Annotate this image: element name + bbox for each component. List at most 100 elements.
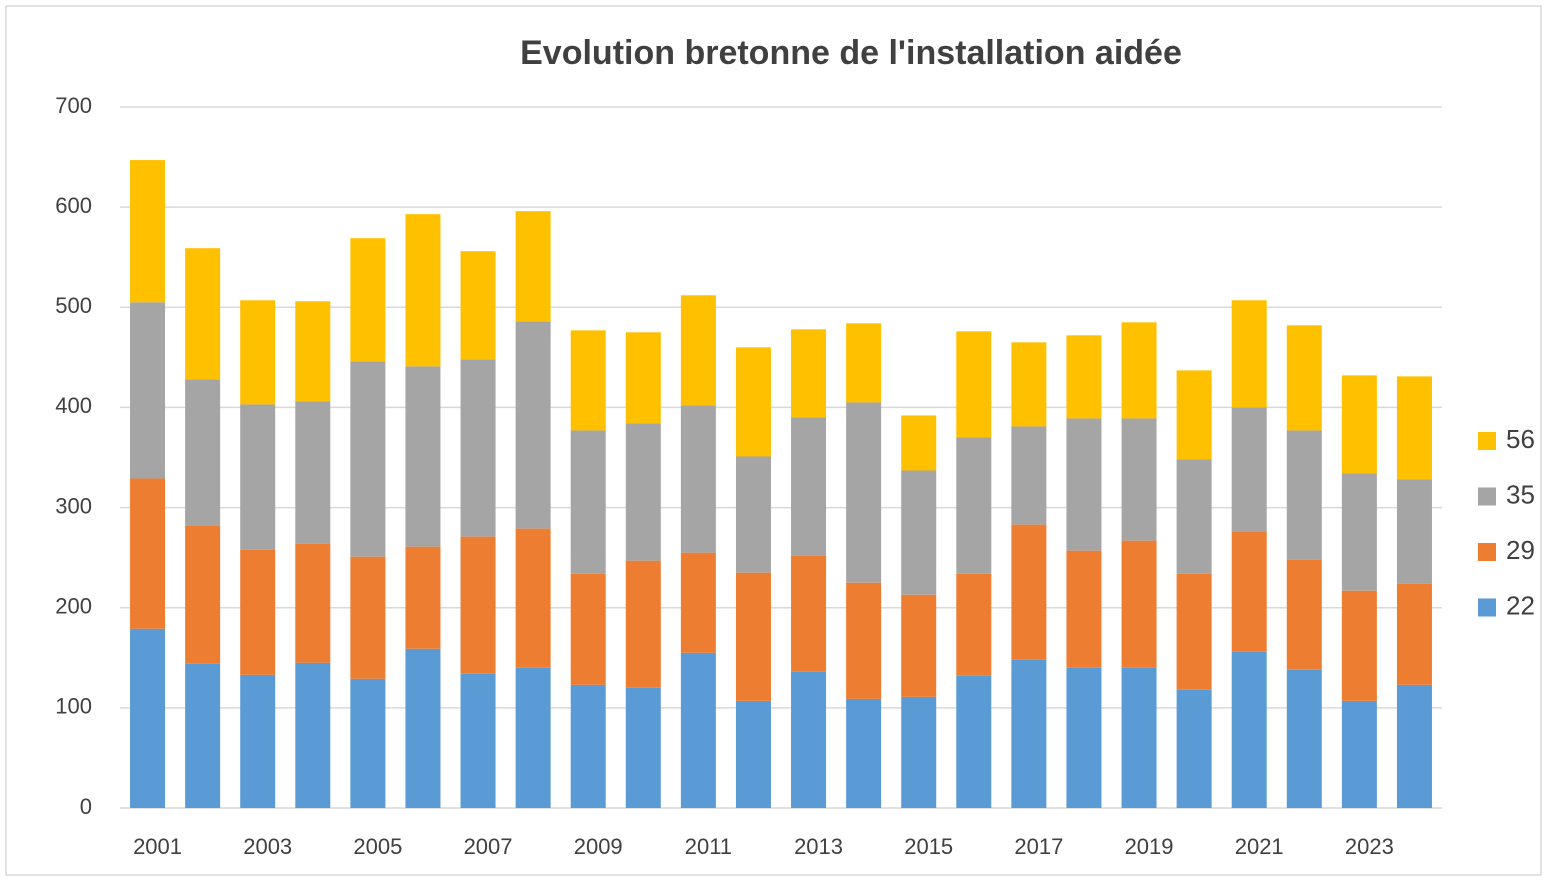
bar-segment <box>1231 300 1267 408</box>
bar-segment <box>1396 583 1432 685</box>
bar-segment <box>460 673 496 808</box>
bar-segment <box>956 331 992 438</box>
bar-segment <box>515 667 551 808</box>
bar-segment <box>625 560 661 688</box>
bar-segment <box>901 594 937 697</box>
y-tick-label: 500 <box>55 293 92 318</box>
bar-segment <box>625 332 661 424</box>
bar-segment <box>350 556 386 679</box>
bar-segment <box>735 700 771 808</box>
bar-segment <box>846 323 882 403</box>
bar-segment <box>1396 479 1432 584</box>
bar-segment <box>1341 473 1377 591</box>
bar-segment <box>1066 550 1102 668</box>
bar-segment <box>791 417 827 556</box>
legend-swatch <box>1478 487 1496 506</box>
x-tick-label: 2005 <box>353 834 402 859</box>
x-tick-label: 2013 <box>794 834 843 859</box>
legend-swatch <box>1478 432 1496 450</box>
bar-segment <box>460 251 496 360</box>
bar-segment <box>846 402 882 583</box>
legend-label: 22 <box>1506 590 1535 620</box>
bar-segment <box>1286 559 1322 670</box>
bar-segment <box>956 437 992 574</box>
bar-segment <box>350 678 386 808</box>
bar-segment <box>1011 659 1047 808</box>
x-tick-label: 2001 <box>133 834 182 859</box>
bar-segment <box>625 423 661 561</box>
bar-segment <box>1176 459 1212 574</box>
bar-segment <box>515 321 551 529</box>
bar-segment <box>460 536 496 674</box>
bar-segment <box>1011 342 1047 427</box>
bar-segment <box>1231 651 1267 808</box>
bar-segment <box>791 671 827 808</box>
bar-segment <box>735 347 771 457</box>
bar-segment <box>1011 524 1047 660</box>
bar-segment <box>240 300 276 405</box>
bar-segment <box>130 478 166 629</box>
bar-segment <box>515 211 551 322</box>
bar-segment <box>1066 335 1102 419</box>
bar-segment <box>1121 322 1157 419</box>
x-tick-label: 2021 <box>1235 834 1284 859</box>
bar-segment <box>1176 370 1212 460</box>
bar-segment <box>956 675 992 808</box>
bar-segment <box>405 648 441 808</box>
bar-segment <box>570 573 606 685</box>
bar-segment <box>570 684 606 808</box>
bar-segment <box>956 573 992 676</box>
bar-segment <box>680 295 716 406</box>
bar-segment <box>295 662 331 808</box>
chart-title: Evolution bretonne de l'installation aid… <box>520 34 1182 72</box>
bar-segment <box>1121 667 1157 808</box>
x-tick-label: 2017 <box>1014 834 1063 859</box>
bar-segment <box>240 404 276 550</box>
x-tick-label: 2023 <box>1345 834 1394 859</box>
bar-segment <box>350 361 386 557</box>
bar-segment <box>295 301 331 402</box>
bar-segment <box>901 415 937 471</box>
bar-segment <box>680 652 716 808</box>
bar-segment <box>1286 669 1322 808</box>
bar-segment <box>680 552 716 653</box>
bar-segment <box>1396 684 1432 808</box>
bar-segment <box>680 405 716 553</box>
legend-swatch <box>1478 598 1496 617</box>
x-tick-label: 2015 <box>904 834 953 859</box>
bar-segment <box>350 238 386 362</box>
bar-segment <box>130 160 166 303</box>
y-tick-label: 700 <box>55 93 92 118</box>
bar-segment <box>1341 700 1377 808</box>
legend-label: 29 <box>1506 535 1535 565</box>
bar-segment <box>846 698 882 808</box>
bar-segment <box>1066 667 1102 808</box>
bar-segment <box>295 401 331 544</box>
bar-segment <box>460 359 496 537</box>
bar-segment <box>1341 375 1377 474</box>
bar-segment <box>1231 407 1267 532</box>
y-tick-label: 200 <box>55 594 92 619</box>
bar-segment <box>1341 590 1377 701</box>
bar-segment <box>901 696 937 808</box>
bar-segment <box>185 379 221 526</box>
bar-segment <box>405 546 441 649</box>
bar-segment <box>1011 426 1047 525</box>
bar-segment <box>1286 325 1322 431</box>
bar-segment <box>185 663 221 808</box>
bar-segment <box>515 528 551 668</box>
bar-segment <box>1176 573 1212 690</box>
bar-segment <box>846 582 882 699</box>
bar-segment <box>901 470 937 595</box>
legend-label: 56 <box>1506 424 1535 454</box>
y-tick-label: 0 <box>80 794 92 819</box>
y-tick-label: 100 <box>55 694 92 719</box>
bar-segment <box>295 543 331 663</box>
x-tick-label: 2019 <box>1125 834 1174 859</box>
bar-segment <box>1231 531 1267 652</box>
bar-segment <box>625 687 661 808</box>
x-tick-label: 2003 <box>243 834 292 859</box>
legend-label: 35 <box>1506 479 1535 509</box>
bar-segment <box>130 302 166 479</box>
